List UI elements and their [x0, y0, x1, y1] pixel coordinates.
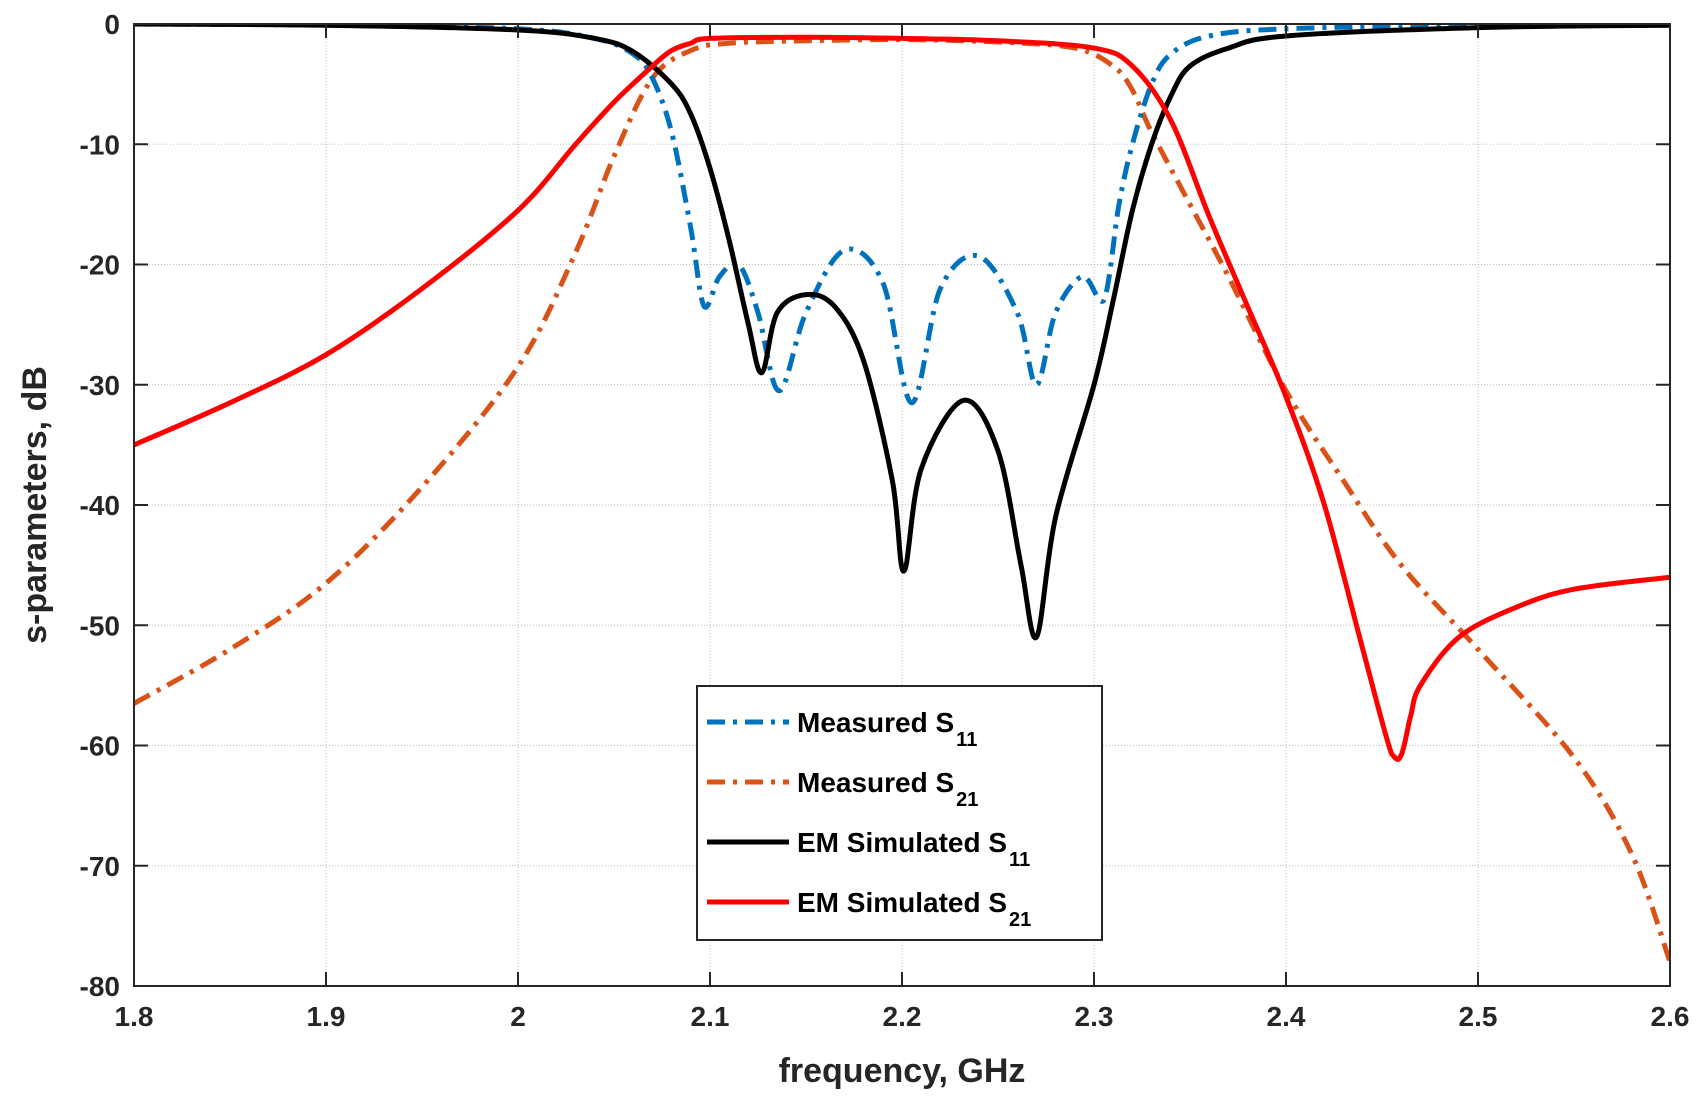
x-axis-title: frequency, GHz: [779, 1052, 1026, 1090]
y-tick-label: -10: [80, 129, 120, 160]
y-tick-label: 0: [104, 9, 120, 40]
x-tick-label: 2.3: [1075, 1001, 1114, 1032]
series-line-em-simulated-s21: [134, 34, 1670, 762]
x-tick-label: 2: [510, 1001, 526, 1032]
legend-subscript-em-simulated-s21: 21: [1009, 909, 1031, 931]
legend-subscript-em-simulated-s11: 11: [1009, 849, 1030, 871]
legend-subscript-measured-s21: 21: [956, 789, 978, 811]
x-tick-label: 2.5: [1459, 1001, 1498, 1032]
y-axis-title: s-parameters, dB: [16, 366, 54, 644]
x-tick-label: 2.6: [1651, 1001, 1690, 1032]
x-tick-label: 2.4: [1267, 1001, 1306, 1032]
legend-subscript-measured-s11: 11: [956, 729, 977, 751]
x-tick-label: 2.2: [883, 1001, 922, 1032]
y-tick-label: -20: [80, 250, 120, 281]
legend-label-measured-s11: Measured S: [797, 707, 954, 738]
series-line-em-simulated-s11: [134, 24, 1670, 641]
legend-box: [696, 685, 1103, 941]
y-tick-label: -80: [80, 971, 120, 1002]
y-tick-label: -70: [80, 851, 120, 882]
tick-layer: 1.8 1.9 2 2.1 2.2 2.3 2.4 2.5 2.6 0 -10 -20 -30 -40 -5…: [80, 9, 1690, 1032]
series-layer: [134, 24, 1670, 963]
x-tick-label: 2.1: [691, 1001, 730, 1032]
y-tick-label: -50: [80, 610, 120, 641]
y-tick-label: -60: [80, 731, 120, 762]
x-tick-label: 1.9: [307, 1001, 346, 1032]
y-tick-label: -30: [80, 370, 120, 401]
y-tick-label: -40: [80, 490, 120, 521]
legend-label-em-simulated-s21: EM Simulated S: [797, 887, 1007, 918]
x-tick-label: 1.8: [115, 1001, 154, 1032]
legend-label-em-simulated-s11: EM Simulated S: [797, 827, 1007, 858]
legend-label-measured-s21: Measured S: [797, 767, 954, 798]
